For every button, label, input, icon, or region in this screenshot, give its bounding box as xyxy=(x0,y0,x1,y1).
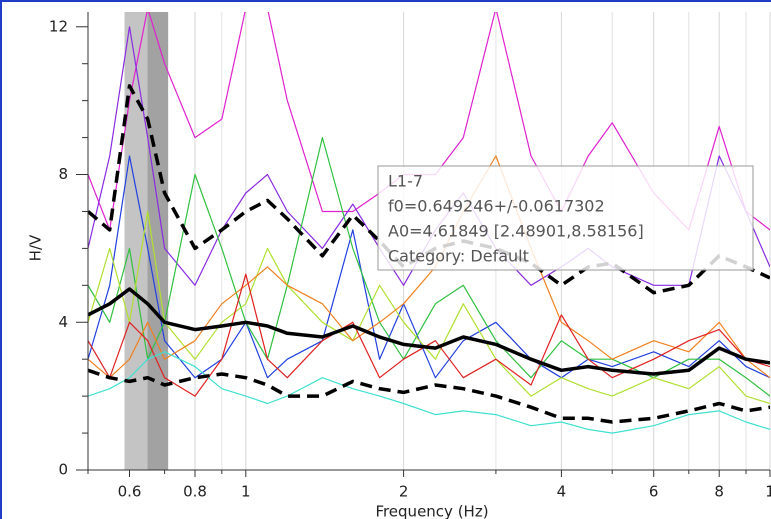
x-tick-label: 0.8 xyxy=(183,483,207,501)
hv-curve xyxy=(88,210,770,405)
x-axis-label: Frequency (Hz) xyxy=(375,503,488,519)
f0-band-lower xyxy=(124,12,148,470)
y-tick-label: 4 xyxy=(58,313,68,331)
f0-band-upper xyxy=(147,12,169,470)
hv-statistic-curve xyxy=(88,84,770,295)
tooltip-line: A0=4.61849 [2.48901,8.58156] xyxy=(388,222,644,241)
hv-statistic-curve xyxy=(88,368,770,424)
x-tick-label: 4 xyxy=(557,483,567,501)
x-tick-label: 1 xyxy=(241,483,251,501)
y-tick-label: 12 xyxy=(49,17,68,35)
hv-statistic-curve xyxy=(88,287,770,376)
tooltip-line: f0=0.649246+/-0.0617302 xyxy=(388,197,605,216)
x-tick-label: 2 xyxy=(399,483,409,501)
hv-curve xyxy=(88,155,770,379)
x-tick-label: 6 xyxy=(649,483,659,501)
tooltip-box xyxy=(377,165,754,271)
tooltip: L1-7 f0=0.649246+/-0.0617302 A0=4.61849 … xyxy=(377,165,754,271)
x-tick-label: 8 xyxy=(714,483,724,501)
x-tick-label: 1 xyxy=(765,483,771,501)
hv-curve xyxy=(88,155,770,379)
y-axis-label: H/V xyxy=(27,234,45,261)
hv-curve xyxy=(88,273,770,397)
y-tick-label: 0 xyxy=(58,461,68,479)
tooltip-line: Category: Default xyxy=(388,247,529,266)
y-tick-label: 8 xyxy=(58,165,68,183)
hv-curve xyxy=(88,351,770,434)
x-tick-label: 0.6 xyxy=(118,483,142,501)
tooltip-line: L1-7 xyxy=(388,172,423,191)
